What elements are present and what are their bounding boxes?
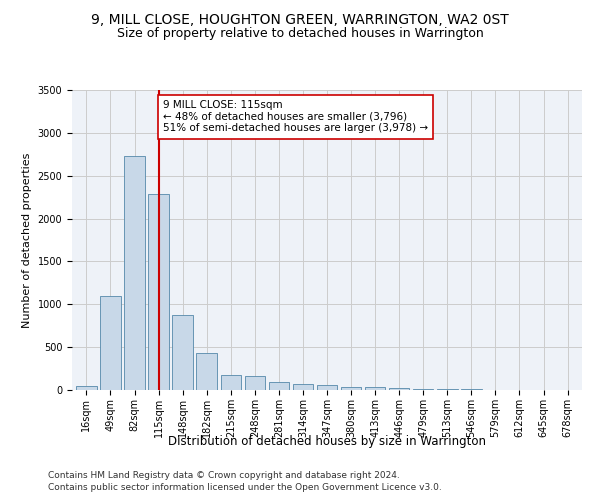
Bar (124, 156, 145, 390)
Bar (437, 389, 458, 390)
Bar (389, 388, 409, 390)
Bar (148, 194, 169, 390)
Text: Contains public sector information licensed under the Open Government Licence v3: Contains public sector information licen… (48, 484, 442, 492)
Bar (196, 353, 217, 390)
Y-axis label: Number of detached properties: Number of detached properties (22, 152, 32, 328)
Text: 9, MILL CLOSE, HOUGHTON GREEN, WARRINGTON, WA2 0ST: 9, MILL CLOSE, HOUGHTON GREEN, WARRINGTO… (91, 12, 509, 26)
Bar (341, 386, 361, 390)
Bar (172, 314, 193, 390)
Bar (365, 388, 385, 390)
Bar (221, 375, 241, 390)
Text: Contains HM Land Registry data © Crown copyright and database right 2024.: Contains HM Land Registry data © Crown c… (48, 471, 400, 480)
Bar (76, 386, 97, 390)
Bar (413, 388, 433, 390)
Text: 9 MILL CLOSE: 115sqm
← 48% of detached houses are smaller (3,796)
51% of semi-de: 9 MILL CLOSE: 115sqm ← 48% of detached h… (163, 100, 428, 134)
Text: Distribution of detached houses by size in Warrington: Distribution of detached houses by size … (168, 435, 486, 448)
Bar (269, 382, 289, 390)
Text: Size of property relative to detached houses in Warrington: Size of property relative to detached ho… (116, 28, 484, 40)
Bar (317, 386, 337, 390)
Bar (100, 296, 121, 390)
Bar (245, 376, 265, 390)
Bar (293, 384, 313, 390)
